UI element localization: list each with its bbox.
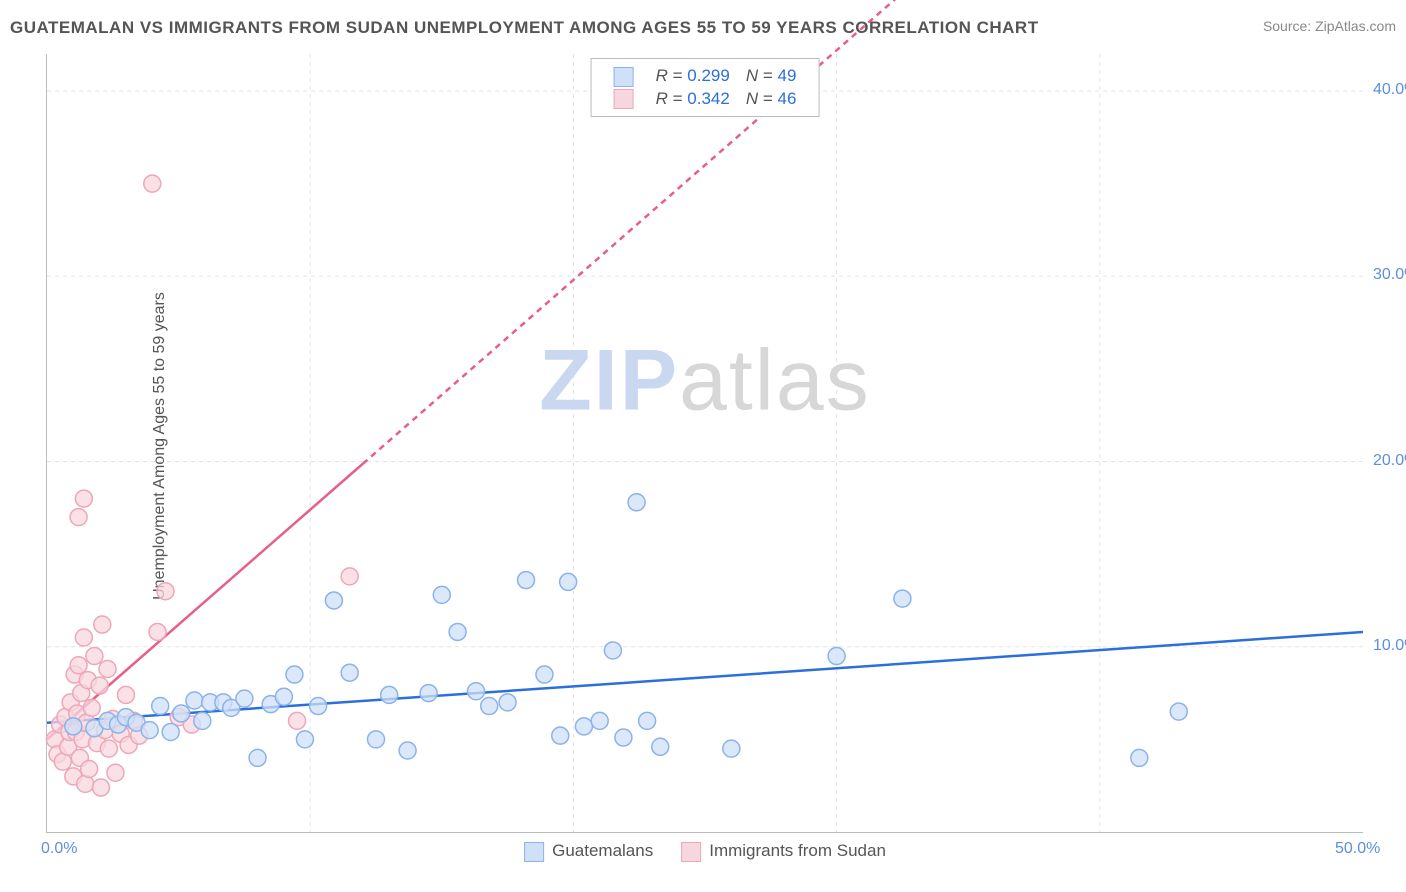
scatter-plot-svg [47,54,1363,832]
y-axis-tick: 40.0% [1373,81,1406,99]
legend-item-guatemalans: Guatemalans [524,841,653,862]
source-label: Source: [1263,18,1311,34]
legend-label-sudan: Immigrants from Sudan [709,841,886,860]
series-legend: Guatemalans Immigrants from Sudan [524,841,886,862]
y-axis-tick: 30.0% [1373,266,1406,284]
n-label: N [746,66,758,85]
legend-label-guatemalans: Guatemalans [552,841,653,860]
legend-item-sudan: Immigrants from Sudan [681,841,886,862]
swatch-guatemalans [524,842,544,862]
legend-row-sudan: R = 0.342 N = 46 [606,88,805,111]
n-value-2: 46 [778,89,797,108]
chart-plot-area: ZIPatlas R = 0.299 N = 49 R = 0.342 N = … [46,54,1363,833]
n-value-1: 49 [778,66,797,85]
source-attribution: Source: ZipAtlas.com [1263,18,1396,34]
x-axis-tick: 50.0% [1335,840,1380,858]
y-axis-tick: 20.0% [1373,452,1406,470]
swatch-series-2 [614,89,634,109]
x-axis-tick: 0.0% [41,840,77,858]
r-label: R [656,66,668,85]
correlation-legend: R = 0.299 N = 49 R = 0.342 N = 46 [591,58,820,117]
source-value: ZipAtlas.com [1315,18,1396,34]
r-value-2: 0.342 [687,89,730,108]
r-value-1: 0.299 [687,66,730,85]
swatch-series-1 [614,67,634,87]
swatch-sudan [681,842,701,862]
legend-row-guatemalans: R = 0.299 N = 49 [606,65,805,88]
y-axis-tick: 10.0% [1373,637,1406,655]
chart-title: GUATEMALAN VS IMMIGRANTS FROM SUDAN UNEM… [10,18,1039,37]
